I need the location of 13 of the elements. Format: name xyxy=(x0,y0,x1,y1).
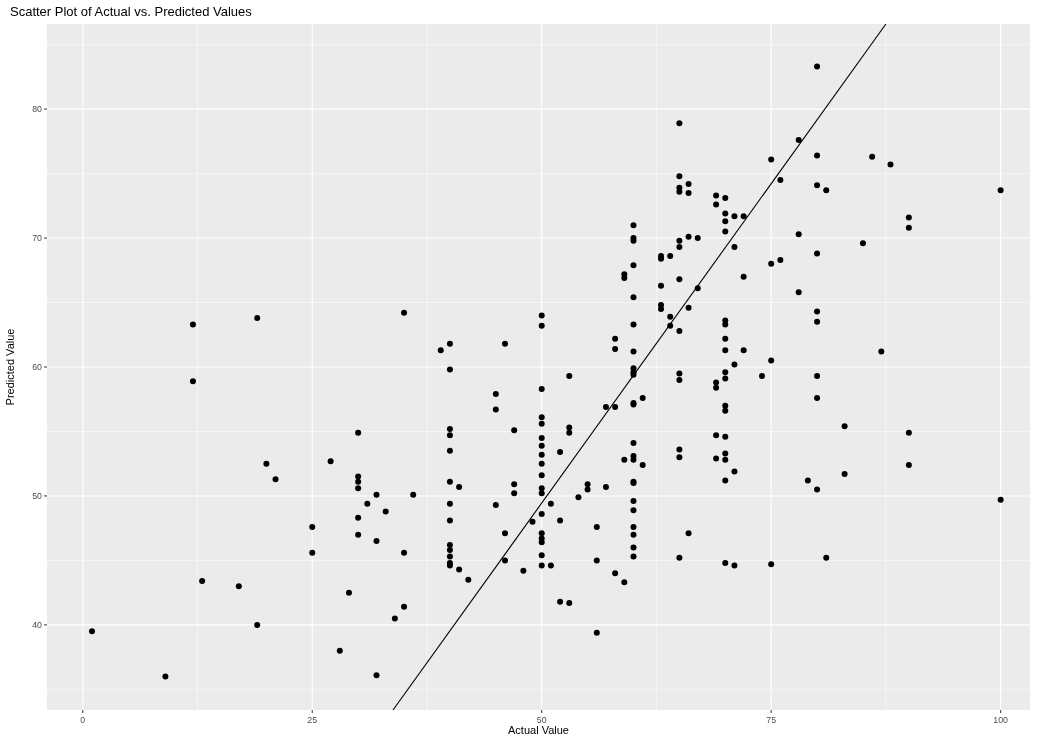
y-tick-label: 80 xyxy=(32,104,43,115)
y-tick-label: 40 xyxy=(32,619,43,630)
chart-title: Scatter Plot of Actual vs. Predicted Values xyxy=(10,4,253,19)
x-tick-label: 50 xyxy=(536,715,547,725)
y-tick-label: 70 xyxy=(32,233,43,244)
x-tick-label: 75 xyxy=(766,715,777,725)
x-axis-title: Actual Value xyxy=(508,724,569,736)
x-tick-label: 100 xyxy=(993,715,1009,725)
x-tick-label: 0 xyxy=(80,715,86,725)
y-tick-label: 50 xyxy=(32,490,43,501)
x-tick-label: 25 xyxy=(307,715,318,725)
y-tick-label: 60 xyxy=(32,362,43,372)
y-axis-title: Predicted Value xyxy=(4,328,16,406)
